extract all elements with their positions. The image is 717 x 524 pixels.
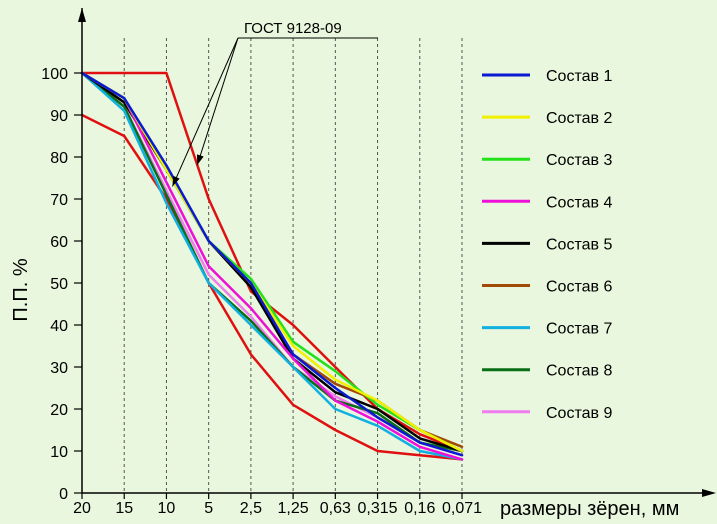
y-tick-label: 20 (50, 402, 68, 419)
annotation-arrowhead (172, 175, 180, 187)
y-tick-label: 100 (41, 66, 68, 83)
series-lines (80, 71, 464, 461)
legend-label: Состав 3 (546, 152, 612, 169)
y-tick-label: 50 (50, 276, 68, 293)
legend-label: Состав 2 (546, 110, 612, 127)
series-line (80, 71, 464, 461)
y-tick-label: 30 (50, 360, 68, 377)
x-tick-label: 20 (73, 500, 91, 517)
annotation-arrowhead (196, 154, 204, 165)
x-tick-label: 0,16 (404, 500, 435, 517)
y-tick-label: 80 (50, 150, 68, 167)
annotation-leader (196, 37, 239, 166)
x-tick-label: 10 (158, 500, 176, 517)
legend-label: Состав 6 (546, 279, 612, 296)
y-tick-label: 70 (50, 192, 68, 209)
y-axis-arrow (78, 8, 86, 22)
annotation-leader (171, 37, 239, 187)
legend-label: Состав 5 (546, 236, 612, 253)
legend-label: Состав 9 (546, 405, 612, 422)
legend-label: Состав 8 (546, 363, 612, 380)
series-line (80, 71, 464, 461)
x-tick-label: 0,63 (320, 500, 351, 517)
axes (74, 8, 716, 499)
legend: Состав 1 Состав 2 Состав 3 Состав 4 Состав 5… (482, 68, 612, 422)
legend-label: Состав 7 (546, 321, 612, 338)
legend-label: Состав 4 (546, 194, 612, 211)
x-tick-label: 0,315 (358, 500, 398, 517)
tick-labels: 0 10 20 30 40 50 60 70 80 90 100 20 15 10 5 2,5 1,25 0,63… (41, 66, 482, 517)
annotation-label: ГОСТ 9128-09 (244, 20, 342, 37)
annotation: ГОСТ 9128-09 (171, 20, 378, 187)
x-axis-arrow (702, 489, 716, 497)
y-tick-label: 90 (50, 108, 68, 125)
y-tick-label: 60 (50, 234, 68, 251)
gost-bounds (81, 71, 463, 461)
y-tick-label: 10 (50, 444, 68, 461)
y-tick-label: 40 (50, 318, 68, 335)
y-axis-label: П.П. % (10, 258, 32, 321)
x-tick-label: 15 (115, 500, 133, 517)
series-line (80, 71, 464, 453)
x-tick-label: 2,5 (240, 500, 262, 517)
legend-label: Состав 1 (546, 68, 612, 85)
series-line (80, 71, 464, 457)
x-tick-label: 5 (204, 500, 213, 517)
gost-lower-bound (81, 113, 463, 461)
x-tick-label: 1,25 (278, 500, 309, 517)
x-axis-label: размеры зёрен, мм (500, 498, 679, 520)
x-tick-label: 0,071 (442, 500, 482, 517)
y-tick-label: 0 (59, 486, 68, 503)
